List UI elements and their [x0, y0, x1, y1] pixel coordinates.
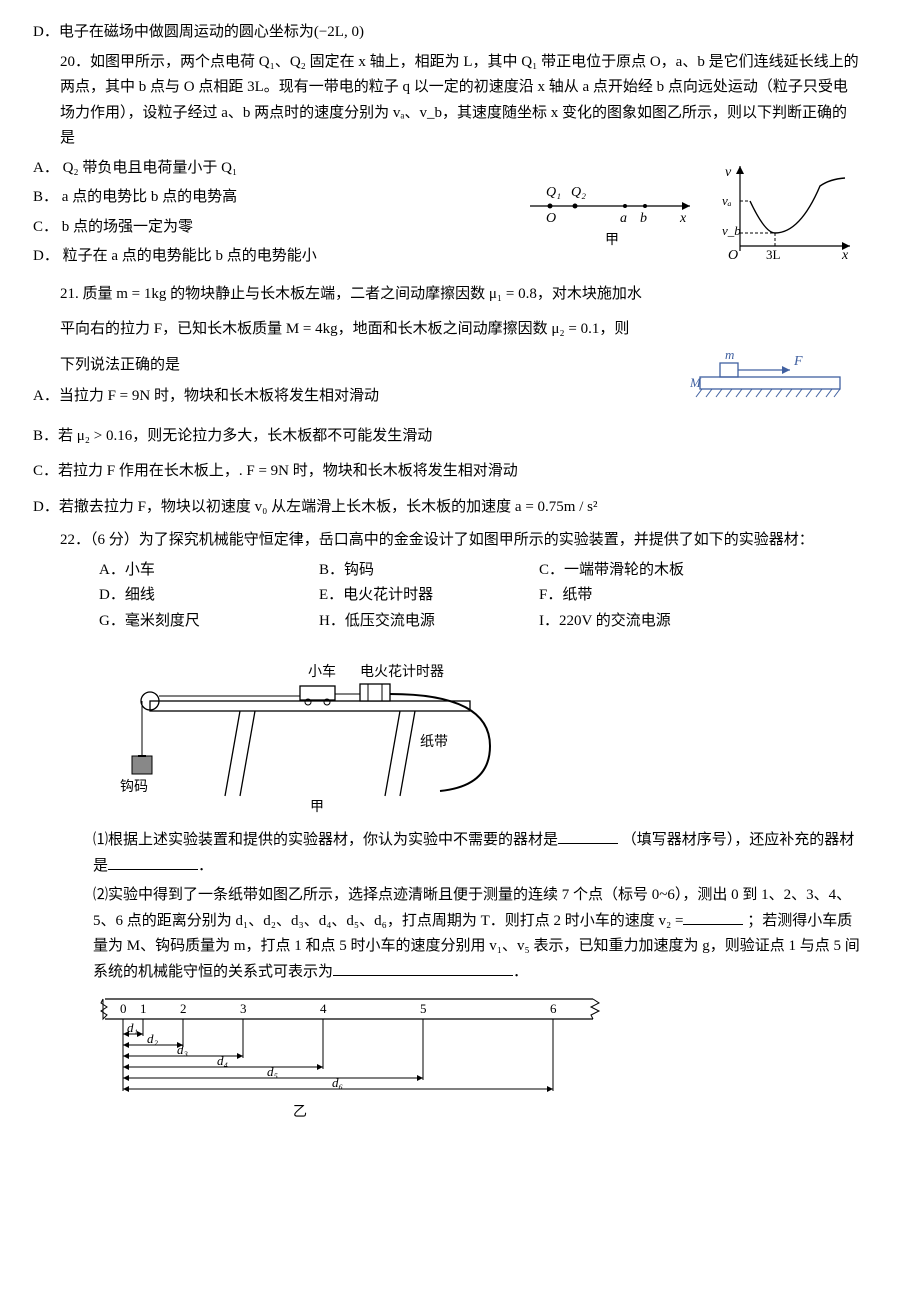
- q22-stem: 22．（6 分）为了探究机械能守恒定律，岳口高中的金金设计了如图甲所示的实验装置…: [60, 528, 860, 554]
- q22-tape-label-2: 2: [180, 1001, 187, 1016]
- q20-c-text: C． b 点的场强一定为零: [33, 219, 193, 235]
- q21-stem-1: 21. 质量 m = 1kg 的物块静止与长木板左端，二者之间动摩擦因数 μ₁ …: [60, 282, 860, 308]
- q19-option-d: D．电子在磁场中做圆周运动的圆心坐标为(−2L, 0): [60, 20, 860, 46]
- q22-blank3[interactable]: [683, 909, 743, 925]
- q20-fig1-x: x: [679, 211, 687, 226]
- q22-tape-label-4: 4: [320, 1001, 327, 1016]
- q22-fig1-cap: 甲: [310, 800, 324, 815]
- q22-fig1-svg: 小车 电火花计时器 纸带 钩码 甲: [60, 646, 540, 816]
- q22-fig1-cart: 小车: [308, 663, 336, 680]
- q22-item-a: A．小车: [99, 558, 299, 584]
- q22-tape-label-1: 1: [140, 1001, 147, 1016]
- q22-tape-d1: d₁: [127, 1020, 138, 1035]
- q21-figure: m F M: [690, 347, 860, 402]
- q20-fig2-o: O: [728, 248, 738, 263]
- q21-option-b: B．若 μ₂ > 0.16，则无论拉力多大，长木板都不可能发生滑动: [60, 424, 860, 450]
- q21-fig-bigm: M: [690, 375, 702, 390]
- q22-p1c: ．: [198, 858, 213, 874]
- q22-items-row3: G．毫米刻度尺 H．低压交流电源 I．220V 的交流电源: [99, 609, 860, 635]
- q22-blank1[interactable]: [558, 828, 618, 844]
- q20-d-text: D． 粒子在 a 点的电势能比 b 点的电势能小: [33, 248, 317, 264]
- q22-item-h: H．低压交流电源: [319, 609, 519, 635]
- q20-fig2-x: x: [841, 248, 849, 263]
- q20-stem-text: 20．如图甲所示，两个点电荷 Q₁、Q₂ 固定在 x 轴上，相距为 L，其中 Q…: [60, 54, 859, 147]
- q21-stem3-text: 下列说法正确的是: [60, 357, 180, 373]
- q21-fig-f: F: [793, 354, 803, 369]
- q22-part1: ⑴根据上述实验装置和提供的实验器材，你认为实验中不需要的器材是 （填写器材序号）…: [93, 828, 860, 879]
- q22-p1a: ⑴根据上述实验装置和提供的实验器材，你认为实验中不需要的器材是: [93, 832, 558, 848]
- q21-c-text: C．若拉力 F 作用在长木板上，. F = 9N 时，物块和长木板将发生相对滑动: [33, 463, 518, 479]
- q20-fig1-b: b: [640, 211, 647, 226]
- q22-tape-label-6: 6: [550, 1001, 557, 1016]
- q21-svg: m F M: [690, 347, 860, 402]
- q20-fig1-o: O: [546, 211, 556, 226]
- q22-p2c: ．: [513, 964, 528, 980]
- q21-d-text: D．若撤去拉力 F，物块以初速度 v₀ 从左端滑上长木板，长木板的加速度 a =…: [33, 499, 597, 515]
- q22-item-f: F．纸带: [539, 583, 739, 609]
- q22-part2: ⑵实验中得到了一条纸带如图乙所示，选择点迹清晰且便于测量的连续 7 个点（标号 …: [93, 883, 860, 985]
- q22-items-row2: D．细线 E．电火花计时器 F．纸带: [99, 583, 860, 609]
- q22-figure2: 01 2 3 4 5 6 d₁ d₂ d₃ d₄ d₅ d₆ 乙: [93, 991, 860, 1121]
- q22-blank2[interactable]: [108, 854, 198, 870]
- q22-fig1-tape: 纸带: [420, 734, 448, 750]
- q21-a-text: A．当拉力 F = 9N 时，物块和长木板将发生相对滑动: [33, 388, 379, 404]
- q20-b-text: B． a 点的电势比 b 点的电势高: [33, 189, 237, 205]
- q20-fig1-a: a: [620, 211, 627, 226]
- q22-item-i: I．220V 的交流电源: [539, 609, 739, 635]
- q22-tape-d4: d₄: [217, 1053, 229, 1068]
- q22-stem-text: 22．（6 分）为了探究机械能守恒定律，岳口高中的金金设计了如图甲所示的实验装置…: [60, 532, 814, 548]
- q22-item-b: B．钩码: [319, 558, 519, 584]
- q22-fig1-weight: 钩码: [120, 779, 148, 795]
- q22-tape-d6: d₆: [332, 1075, 343, 1090]
- q20-fig1-q1: Q₁: [546, 185, 561, 200]
- q20-a-text: A． Q₂ 带负电且电荷量小于 Q₁: [33, 160, 237, 176]
- q22-tape-label-3: 3: [240, 1001, 247, 1016]
- q22-item-e: E．电火花计时器: [319, 583, 519, 609]
- q20-svg: Q₁ Q₂ O a b x 甲 v vₐ v_b O 3L x: [520, 156, 860, 266]
- q22-tape-d5: d₅: [267, 1064, 278, 1079]
- q22-fig2-cap: 乙: [293, 1104, 307, 1120]
- q21-stem-2: 平向右的拉力 F，已知长木板质量 M = 4kg，地面和长木板之间动摩擦因数 μ…: [60, 317, 860, 343]
- q22-item-c: C．一端带滑轮的木板: [539, 558, 739, 584]
- q21-b-text: B．若 μ₂ > 0.16，则无论拉力多大，长木板都不可能发生滑动: [33, 428, 432, 444]
- q21-option-d: D．若撤去拉力 F，物块以初速度 v₀ 从左端滑上长木板，长木板的加速度 a =…: [60, 495, 860, 521]
- q20-fig1-q2: Q₂: [571, 185, 586, 200]
- q20-fig2-vb: v_b: [722, 223, 741, 238]
- q20-fig2-3l: 3L: [766, 247, 781, 262]
- q22-figure1: 小车 电火花计时器 纸带 钩码 甲: [60, 646, 860, 816]
- q22-items-row1: A．小车 B．钩码 C．一端带滑轮的木板: [99, 558, 860, 584]
- q22-item-d: D．细线: [99, 583, 299, 609]
- q21-fig-m: m: [725, 347, 734, 362]
- q22-tape-label-5: 5: [420, 1001, 427, 1016]
- q20-figures: Q₁ Q₂ O a b x 甲 v vₐ v_b O 3L x: [520, 156, 860, 266]
- q22-fig1-timer: 电火花计时器: [360, 664, 444, 680]
- q20-fig1-cap: 甲: [605, 233, 619, 248]
- q20-fig2-va: vₐ: [722, 193, 732, 208]
- q22-tape-d3: d₃: [177, 1042, 188, 1057]
- q22-tape-label-0: 0: [120, 1001, 127, 1016]
- q22-fig2-svg: 01 2 3 4 5 6 d₁ d₂ d₃ d₄ d₅ d₆ 乙: [93, 991, 613, 1121]
- q22-item-g: G．毫米刻度尺: [99, 609, 299, 635]
- q20-stem: 20．如图甲所示，两个点电荷 Q₁、Q₂ 固定在 x 轴上，相距为 L，其中 Q…: [60, 50, 860, 152]
- q22-blank4[interactable]: [333, 960, 513, 976]
- q21-stem1-text: 21. 质量 m = 1kg 的物块静止与长木板左端，二者之间动摩擦因数 μ₁ …: [60, 286, 642, 302]
- q21-stem2-text: 平向右的拉力 F，已知长木板质量 M = 4kg，地面和长木板之间动摩擦因数 μ…: [60, 321, 629, 337]
- q19-d-text: D．电子在磁场中做圆周运动的圆心坐标为(−2L, 0): [33, 24, 364, 40]
- q20-fig2-v: v: [725, 165, 732, 180]
- q21-option-c: C．若拉力 F 作用在长木板上，. F = 9N 时，物块和长木板将发生相对滑动: [60, 459, 860, 485]
- q22-tape-d2: d₂: [147, 1031, 159, 1046]
